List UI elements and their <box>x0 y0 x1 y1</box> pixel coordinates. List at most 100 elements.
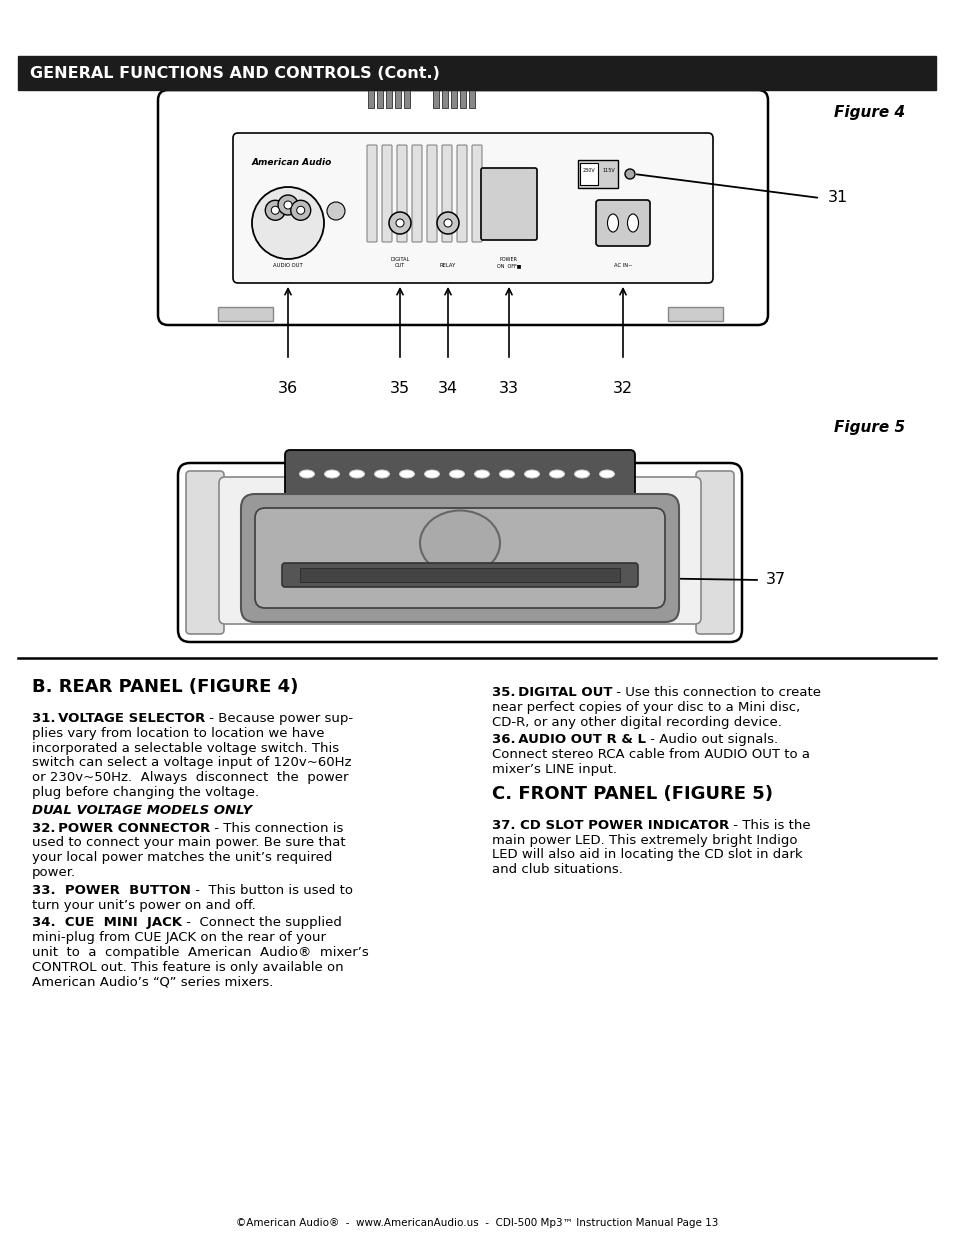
Text: 115V: 115V <box>601 168 614 173</box>
Circle shape <box>624 169 635 179</box>
Text: 230V: 230V <box>582 168 595 173</box>
FancyBboxPatch shape <box>241 494 679 622</box>
FancyBboxPatch shape <box>427 144 436 242</box>
Circle shape <box>296 206 304 214</box>
Text: ©American Audio®  -  www.AmericanAudio.us  -  CDI-500 Mp3™ Instruction Manual Pa: ©American Audio® - www.AmericanAudio.us … <box>235 1218 718 1228</box>
Text: 33: 33 <box>498 382 518 396</box>
Bar <box>578 161 618 188</box>
Text: used to connect your main power. Be sure that: used to connect your main power. Be sure… <box>32 836 345 850</box>
Bar <box>459 82 465 107</box>
Text: 32: 32 <box>612 382 633 396</box>
Text: - Because power sup-: - Because power sup- <box>205 713 353 725</box>
Bar <box>441 82 448 107</box>
Circle shape <box>284 201 292 209</box>
FancyBboxPatch shape <box>254 508 664 608</box>
Text: AC IN~: AC IN~ <box>613 263 632 268</box>
Text: incorporated a selectable voltage switch. This: incorporated a selectable voltage switch… <box>32 741 338 755</box>
Text: - Audio out signals.: - Audio out signals. <box>645 734 778 746</box>
Text: 37. CD SLOT POWER INDICATOR: 37. CD SLOT POWER INDICATOR <box>492 819 728 832</box>
Text: plug before changing the voltage.: plug before changing the voltage. <box>32 785 259 799</box>
Text: 35: 35 <box>390 382 410 396</box>
Text: 34.  CUE  MINI  JACK: 34. CUE MINI JACK <box>32 916 182 930</box>
Ellipse shape <box>574 471 589 478</box>
Ellipse shape <box>607 214 618 232</box>
Ellipse shape <box>499 471 514 478</box>
Text: switch can select a voltage input of 120v~60Hz: switch can select a voltage input of 120… <box>32 756 351 769</box>
Circle shape <box>265 200 285 220</box>
FancyBboxPatch shape <box>186 471 224 634</box>
FancyBboxPatch shape <box>381 144 392 242</box>
Circle shape <box>291 200 311 220</box>
Ellipse shape <box>349 471 364 478</box>
Ellipse shape <box>598 471 614 478</box>
Bar <box>368 82 374 107</box>
Ellipse shape <box>474 471 489 478</box>
FancyBboxPatch shape <box>158 90 767 325</box>
Bar <box>386 82 392 107</box>
Text: near perfect copies of your disc to a Mini disc,: near perfect copies of your disc to a Mi… <box>492 700 800 714</box>
FancyBboxPatch shape <box>219 477 700 624</box>
Text: and club situations.: and club situations. <box>492 863 622 876</box>
Text: -  Connect the supplied: - Connect the supplied <box>182 916 341 930</box>
Text: RELAY: RELAY <box>439 263 456 268</box>
Text: your local power matches the unit’s required: your local power matches the unit’s requ… <box>32 851 332 864</box>
Ellipse shape <box>299 471 314 478</box>
Text: - This connection is: - This connection is <box>210 821 343 835</box>
Text: -  This button is used to: - This button is used to <box>191 884 353 897</box>
Bar <box>403 82 410 107</box>
FancyBboxPatch shape <box>282 563 638 587</box>
Bar <box>18 56 935 90</box>
Bar <box>667 308 722 321</box>
Text: unit  to  a  compatible  American  Audio®  mixer’s: unit to a compatible American Audio® mix… <box>32 946 369 960</box>
Ellipse shape <box>399 471 414 478</box>
Text: POWER
ON   OFF■: POWER ON OFF■ <box>497 257 520 268</box>
Text: 36. AUDIO OUT R & L: 36. AUDIO OUT R & L <box>492 734 645 746</box>
Text: main power LED. This extremely bright Indigo: main power LED. This extremely bright In… <box>492 834 797 847</box>
Text: 31: 31 <box>827 190 847 205</box>
FancyBboxPatch shape <box>233 133 712 283</box>
FancyBboxPatch shape <box>396 144 407 242</box>
Bar <box>451 82 456 107</box>
Ellipse shape <box>627 214 638 232</box>
Circle shape <box>277 195 297 215</box>
Bar <box>299 568 619 582</box>
Text: CONTROL out. This feature is only available on: CONTROL out. This feature is only availa… <box>32 961 343 974</box>
FancyBboxPatch shape <box>367 144 376 242</box>
Text: American Audio: American Audio <box>252 158 332 167</box>
Ellipse shape <box>419 510 499 576</box>
Circle shape <box>443 219 452 227</box>
Text: DIGITAL
OUT: DIGITAL OUT <box>390 257 409 268</box>
Text: GENERAL FUNCTIONS AND CONTROLS (Cont.): GENERAL FUNCTIONS AND CONTROLS (Cont.) <box>30 65 439 80</box>
Text: or 230v~50Hz.  Always  disconnect  the  power: or 230v~50Hz. Always disconnect the powe… <box>32 771 348 784</box>
Text: 35. DIGITAL OUT: 35. DIGITAL OUT <box>492 685 612 699</box>
Circle shape <box>271 206 279 214</box>
FancyBboxPatch shape <box>696 471 733 634</box>
Circle shape <box>252 186 324 259</box>
Text: B. REAR PANEL (FIGURE 4): B. REAR PANEL (FIGURE 4) <box>32 678 298 697</box>
Ellipse shape <box>424 471 439 478</box>
Text: - This is the: - This is the <box>728 819 810 832</box>
Circle shape <box>389 212 411 233</box>
Text: American Audio’s “Q” series mixers.: American Audio’s “Q” series mixers. <box>32 976 274 988</box>
FancyBboxPatch shape <box>480 168 537 240</box>
Text: CD-R, or any other digital recording device.: CD-R, or any other digital recording dev… <box>492 715 781 729</box>
Text: 34: 34 <box>437 382 457 396</box>
Text: LED will also aid in locating the CD slot in dark: LED will also aid in locating the CD slo… <box>492 848 801 861</box>
Text: turn your unit’s power on and off.: turn your unit’s power on and off. <box>32 899 255 911</box>
Bar <box>469 82 475 107</box>
Text: 36: 36 <box>277 382 297 396</box>
FancyBboxPatch shape <box>596 200 649 246</box>
Text: C. FRONT PANEL (FIGURE 5): C. FRONT PANEL (FIGURE 5) <box>492 784 772 803</box>
Bar <box>218 308 273 321</box>
Text: 32. POWER CONNECTOR: 32. POWER CONNECTOR <box>32 821 210 835</box>
Text: - Use this connection to create: - Use this connection to create <box>612 685 821 699</box>
Text: AUDIO OUT: AUDIO OUT <box>273 263 302 268</box>
FancyBboxPatch shape <box>472 144 481 242</box>
Circle shape <box>327 203 345 220</box>
Text: DUAL VOLTAGE MODELS ONLY: DUAL VOLTAGE MODELS ONLY <box>32 804 252 816</box>
Bar <box>433 82 438 107</box>
FancyBboxPatch shape <box>412 144 421 242</box>
Text: 33.  POWER  BUTTON: 33. POWER BUTTON <box>32 884 191 897</box>
Ellipse shape <box>549 471 564 478</box>
Text: mini-plug from CUE JACK on the rear of your: mini-plug from CUE JACK on the rear of y… <box>32 931 326 945</box>
